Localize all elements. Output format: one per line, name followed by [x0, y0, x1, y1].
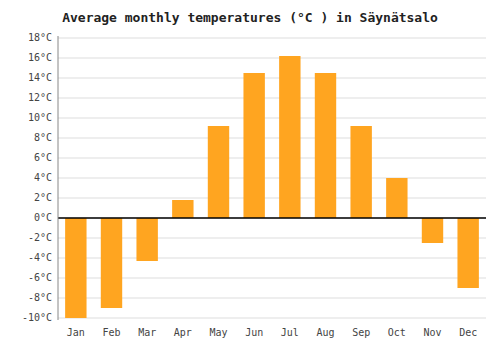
y-tick-label: 18°C — [28, 32, 52, 43]
grid-line — [58, 118, 486, 119]
x-tick-label: Nov — [423, 327, 441, 338]
chart-container: Average monthly temperatures (°C ) in Sä… — [0, 0, 500, 350]
bar — [101, 218, 122, 308]
bar — [172, 200, 193, 218]
grid-line — [58, 138, 486, 139]
grid-line — [58, 218, 486, 219]
x-tick-label: Jun — [245, 327, 263, 338]
grid-line — [58, 318, 486, 319]
y-tick-label: -10°C — [22, 312, 52, 323]
y-tick-label: 10°C — [28, 112, 52, 123]
bar — [386, 178, 407, 218]
zero-line — [58, 217, 486, 219]
bar — [315, 73, 336, 218]
bar — [422, 218, 443, 243]
y-tick-label: 0°C — [34, 212, 52, 223]
y-tick-label: 2°C — [34, 192, 52, 203]
bar — [457, 218, 478, 288]
y-tick-label: -8°C — [28, 292, 52, 303]
bar — [65, 218, 86, 318]
y-tick-label: 12°C — [28, 92, 52, 103]
grid — [58, 38, 486, 318]
grid-line — [58, 98, 486, 99]
y-axis: -10°C -8°C -6°C -4°C -2°C 0°C 2°C 4°C 6°C 8°C 10°C… — [22, 32, 52, 323]
x-tick-label: Oct — [388, 327, 406, 338]
title: Average monthly temperatures (°C ) in Sä… — [62, 10, 438, 25]
x-tick-label: Dec — [459, 327, 477, 338]
x-tick-label: Apr — [174, 327, 192, 338]
chart: Average monthly temperatures (°C ) in Sä… — [0, 0, 500, 350]
bar — [136, 218, 157, 261]
x-tick-label: Mar — [138, 327, 156, 338]
x-tick-label: Aug — [316, 327, 334, 338]
grid-line — [58, 178, 486, 179]
grid-line — [58, 38, 486, 39]
y-tick-label: 16°C — [28, 52, 52, 63]
x-axis: Jan Feb Mar Apr May Jun Jul Aug Sep Oct Nov Dec — [67, 327, 477, 338]
grid-line — [58, 78, 486, 79]
bar — [208, 126, 229, 218]
y-tick-label: 4°C — [34, 172, 52, 183]
x-tick-label: Feb — [102, 327, 120, 338]
x-tick-label: Jul — [281, 327, 299, 338]
grid-line — [58, 158, 486, 159]
y-tick-label: 14°C — [28, 72, 52, 83]
grid-line — [58, 58, 486, 59]
grid-line — [58, 198, 486, 199]
y-tick-label: -2°C — [28, 232, 52, 243]
y-tick-label: -6°C — [28, 272, 52, 283]
x-tick-label: Jan — [67, 327, 85, 338]
y-tick-label: -4°C — [28, 252, 52, 263]
x-tick-label: Sep — [352, 327, 370, 338]
bar — [279, 56, 300, 218]
y-tick-label: 8°C — [34, 132, 52, 143]
bar — [350, 126, 371, 218]
y-axis-line — [58, 36, 59, 320]
y-tick-label: 6°C — [34, 152, 52, 163]
bar — [243, 73, 264, 218]
x-tick-label: May — [209, 327, 227, 338]
bars — [65, 56, 479, 318]
